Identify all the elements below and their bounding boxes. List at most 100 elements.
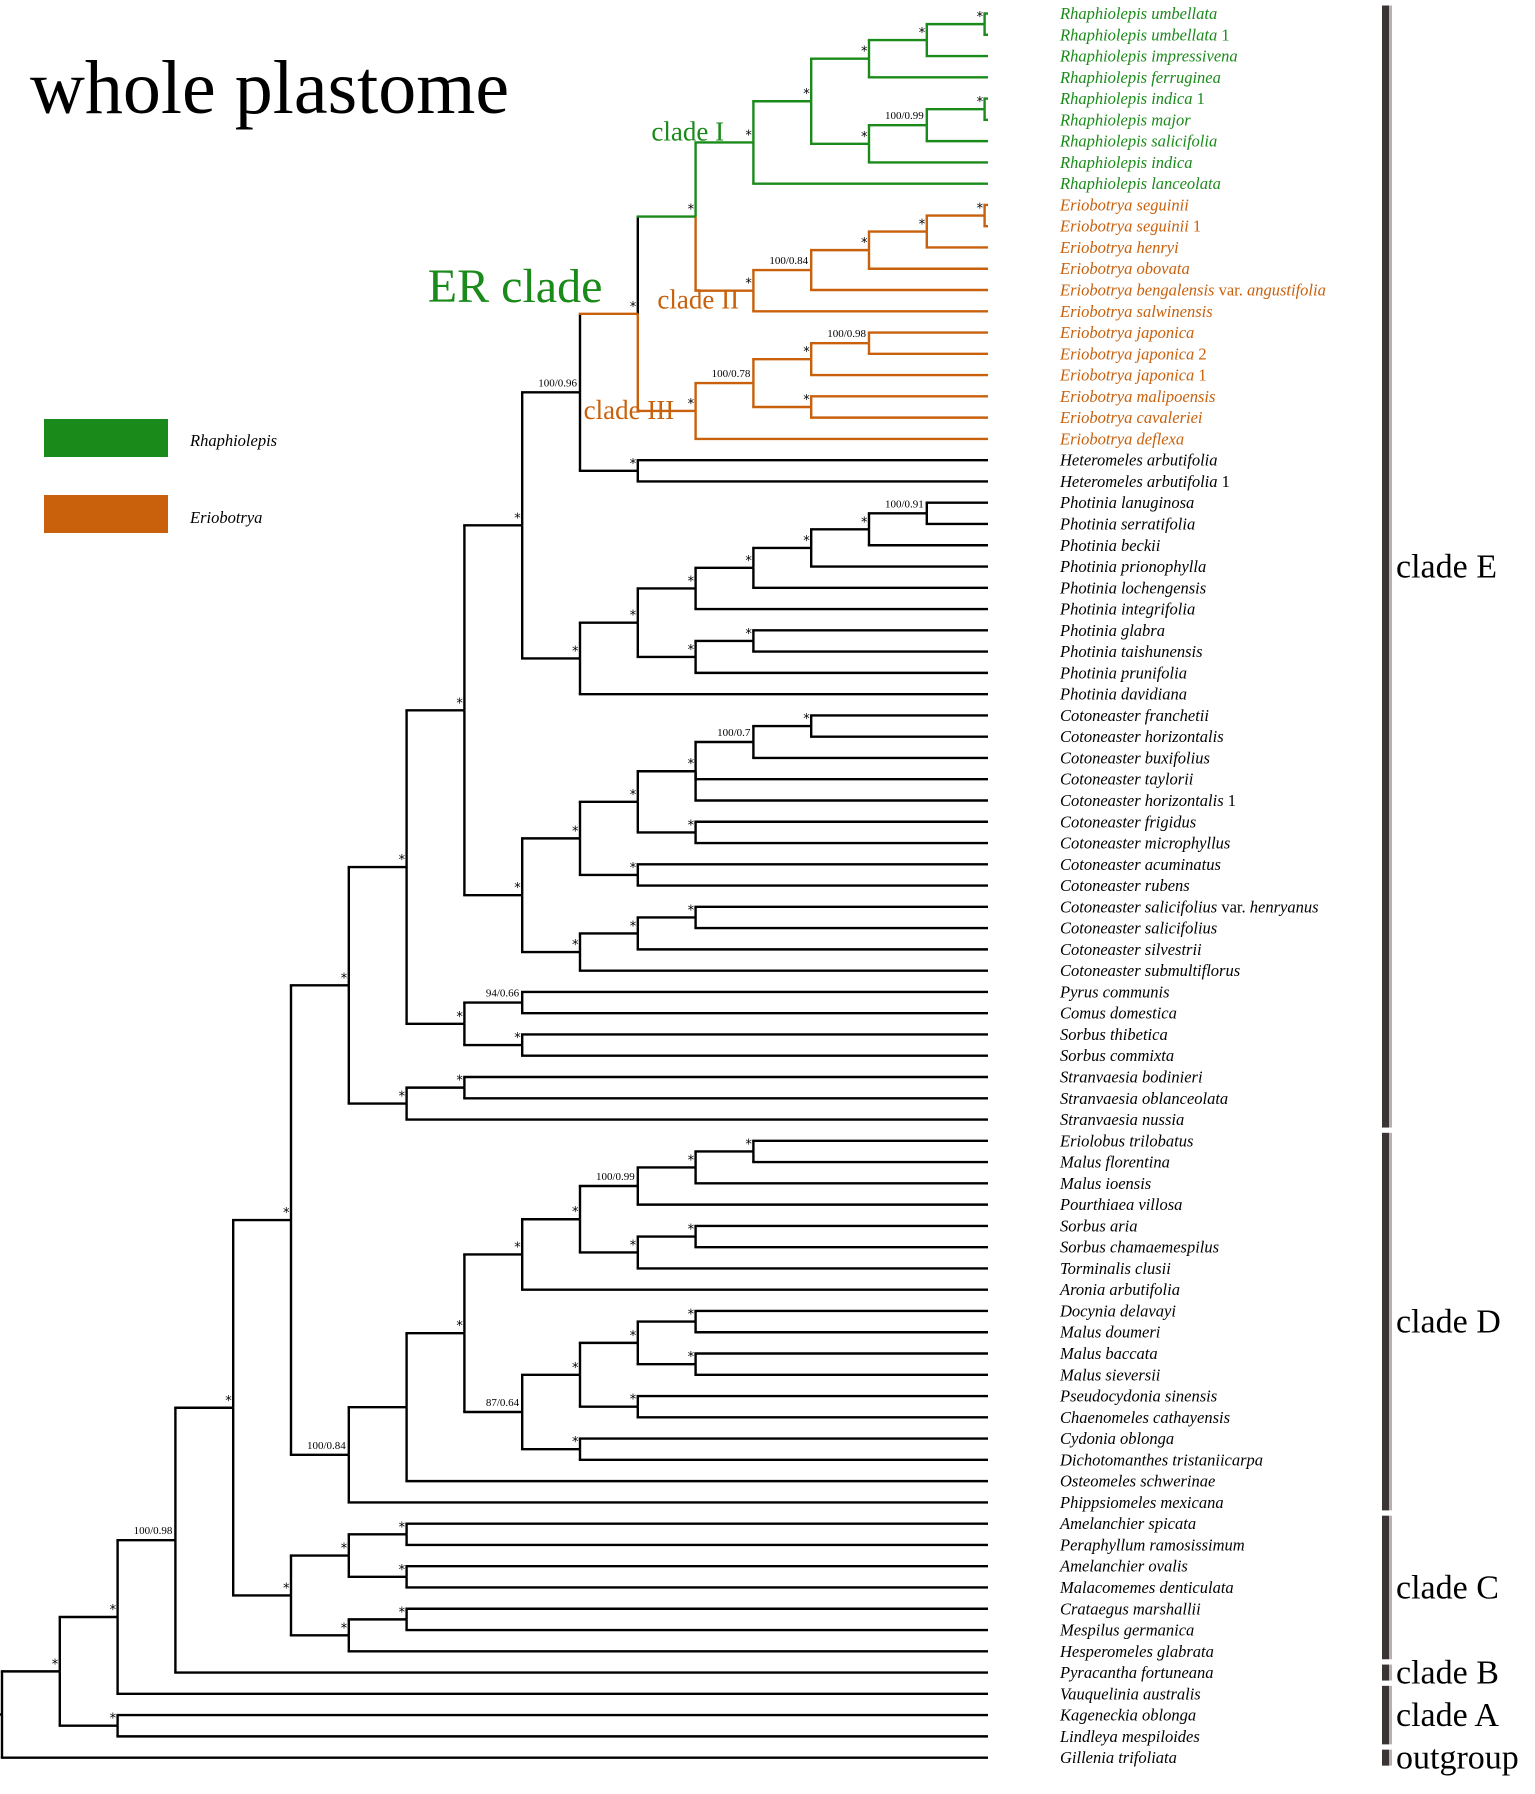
- taxon-suffix: 1: [1194, 366, 1206, 385]
- taxon-label: Vauquelinia australis: [1060, 1684, 1201, 1703]
- figure-title: whole plastome: [30, 46, 509, 130]
- support-value: *: [977, 95, 984, 110]
- support-value: *: [630, 1329, 637, 1344]
- taxon-label: Cotoneaster buxifolius: [1060, 748, 1210, 767]
- support-value: 100/0.96: [538, 377, 577, 389]
- support-value: 100/0.99: [596, 1171, 635, 1183]
- clade-label-er-clade: ER clade: [428, 260, 603, 313]
- taxon-label: Eriobotrya salwinensis: [1059, 302, 1213, 321]
- clade-label-clade-iii: clade III: [584, 395, 675, 425]
- taxon-label: Rhaphiolepis major: [1059, 110, 1191, 129]
- taxon-variety-marker: var.: [1217, 897, 1250, 916]
- taxon-name: Photinia prionophylla: [1059, 557, 1206, 576]
- taxon-label: Gillenia trifoliata: [1060, 1748, 1177, 1767]
- taxon-label: Heteromeles arbutifolia 1: [1059, 472, 1230, 491]
- taxon-label: Cotoneaster franchetii: [1060, 706, 1209, 725]
- group-bracket: [1382, 1132, 1389, 1511]
- taxon-name: Photinia davidiana: [1059, 685, 1187, 704]
- group-bracket-shade: [1389, 1749, 1392, 1766]
- taxon-label: Cotoneaster salicifolius: [1060, 919, 1217, 938]
- group-bracket-shade: [1389, 1664, 1392, 1681]
- taxon-variety: angustifolia: [1247, 281, 1326, 300]
- support-value: 87/0.64: [486, 1397, 520, 1409]
- taxon-label: Pyrus communis: [1059, 982, 1170, 1001]
- taxon-name: Osteomeles schwerinae: [1060, 1472, 1215, 1491]
- taxon-variety: henryanus: [1250, 897, 1319, 916]
- group-bracket-shade: [1389, 1132, 1392, 1511]
- taxon-label: Osteomeles schwerinae: [1060, 1472, 1215, 1491]
- taxon-name: Photinia integrifolia: [1059, 600, 1195, 619]
- taxon-name: Eriobotrya japonica: [1059, 323, 1194, 342]
- taxon-suffix: 1: [1189, 217, 1201, 236]
- support-value: *: [456, 1074, 463, 1089]
- tree-branches: [0, 12, 988, 1759]
- taxon-label: Pseudocydonia sinensis: [1059, 1387, 1217, 1406]
- taxon-label: Cotoneaster microphyllus: [1060, 834, 1230, 853]
- taxon-name: Chaenomeles cathayensis: [1060, 1408, 1230, 1427]
- support-value: *: [572, 1205, 579, 1220]
- group-bracket: [1382, 1664, 1389, 1681]
- taxon-name: Eriobotrya japonica: [1059, 344, 1194, 363]
- support-value: *: [399, 1090, 406, 1105]
- taxon-label: Photinia lanuginosa: [1059, 493, 1194, 512]
- group-label-outgroup: outgroup: [1396, 1740, 1519, 1777]
- taxon-name: Cotoneaster frigidus: [1060, 812, 1196, 831]
- support-value: 100/0.98: [134, 1525, 173, 1537]
- taxon-label: Cotoneaster salicifolius var. henryanus: [1060, 897, 1319, 916]
- taxon-name: Rhaphiolepis umbellata: [1059, 4, 1217, 23]
- taxon-name: Amelanchier ovalis: [1059, 1557, 1188, 1576]
- clade-label-clade-ii: clade II: [657, 285, 739, 315]
- taxon-name: Heteromeles arbutifolia: [1059, 451, 1218, 470]
- legend-label-rhaphiolepis: Rhaphiolepis: [189, 431, 277, 450]
- taxon-name: Docynia delavayi: [1059, 1301, 1176, 1320]
- taxon-label: Cotoneaster horizontalis 1: [1060, 791, 1236, 810]
- taxon-label: Stranvaesia bodinieri: [1060, 1068, 1203, 1087]
- support-value: *: [630, 457, 637, 472]
- taxon-name: Rhaphiolepis ferruginea: [1059, 68, 1221, 87]
- group-label-clade-b: clade B: [1396, 1655, 1499, 1692]
- taxon-name: Cotoneaster silvestrii: [1060, 940, 1202, 959]
- taxon-name: Stranvaesia nussia: [1060, 1110, 1184, 1129]
- taxon-name: Rhaphiolepis indica: [1059, 89, 1192, 108]
- taxon-name: Rhaphiolepis indica: [1059, 153, 1192, 172]
- support-values: * * * * 100/0.99 * * * * * * 100/0.84 * * 100/0.98 * * 10…: [0, 10, 984, 1727]
- taxon-label: Malacomemes denticulata: [1059, 1578, 1234, 1597]
- taxon-name: Peraphyllum ramosissimum: [1059, 1535, 1245, 1554]
- taxon-label: Eriobotrya malipoensis: [1059, 387, 1215, 406]
- taxon-label: Aronia arbutifolia: [1059, 1280, 1180, 1299]
- support-value: 100/0.98: [827, 328, 866, 340]
- taxon-label: Eriolobus trilobatus: [1059, 1131, 1193, 1150]
- group-bracket: [1382, 1685, 1389, 1745]
- taxon-name: Dichotomanthes tristaniicarpa: [1059, 1450, 1263, 1469]
- taxon-name: Crataegus marshallii: [1060, 1599, 1201, 1618]
- support-value: *: [341, 1621, 348, 1636]
- taxon-name: Photinia beckii: [1059, 536, 1161, 555]
- taxon-name: Sorbus thibetica: [1060, 1025, 1168, 1044]
- taxon-label: Photinia prionophylla: [1059, 557, 1206, 576]
- taxon-label: Rhaphiolepis umbellata: [1059, 4, 1217, 23]
- taxon-label: Cotoneaster rubens: [1060, 876, 1190, 895]
- support-value: *: [514, 511, 521, 526]
- support-value: *: [399, 1605, 406, 1620]
- support-value: *: [456, 1010, 463, 1025]
- taxon-label: Peraphyllum ramosissimum: [1059, 1535, 1245, 1554]
- support-value: *: [688, 1153, 695, 1168]
- taxon-name: Photinia prunifolia: [1059, 663, 1187, 682]
- support-value: *: [861, 515, 868, 530]
- taxon-name: Cotoneaster horizontalis: [1060, 727, 1224, 746]
- taxon-name: Eriobotrya obovata: [1059, 259, 1190, 278]
- taxon-label: Rhaphiolepis indica 1: [1059, 89, 1205, 108]
- taxon-name: Rhaphiolepis major: [1059, 110, 1191, 129]
- taxon-label: Cotoneaster silvestrii: [1060, 940, 1202, 959]
- taxon-label: Docynia delavayi: [1059, 1301, 1176, 1320]
- taxon-name: Malus doumeri: [1059, 1323, 1161, 1342]
- taxon-name: Rhaphiolepis salicifolia: [1059, 132, 1217, 151]
- taxon-label: Eriobotrya japonica 1: [1059, 366, 1207, 385]
- support-value: *: [688, 1223, 695, 1238]
- support-value: *: [745, 554, 752, 569]
- support-value: *: [861, 45, 868, 60]
- clade-label-clade-i: clade I: [651, 116, 724, 146]
- group-bracket-shade: [1389, 1685, 1392, 1745]
- support-value: *: [225, 1394, 232, 1409]
